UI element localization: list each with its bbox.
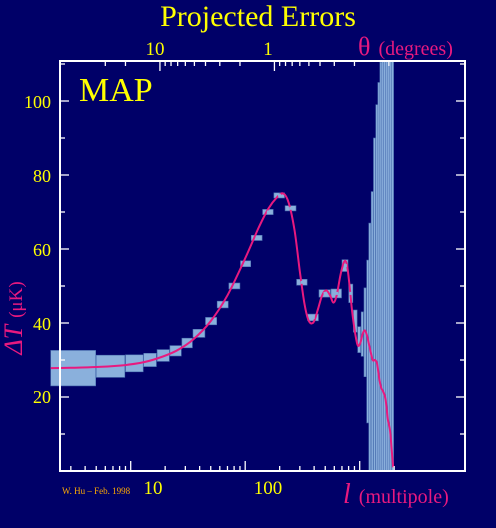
- y-tick-labels: 20 40 60 80 100: [24, 92, 51, 407]
- curve-marker-series: [244, 193, 353, 319]
- curve-marker: [266, 210, 270, 214]
- curve-marker: [289, 206, 293, 210]
- error-box: [375, 104, 379, 472]
- y-tick-label: 80: [33, 166, 51, 186]
- curve-marker: [335, 291, 338, 295]
- theory-curve: [50, 192, 395, 468]
- theta-symbol: θ: [358, 32, 370, 61]
- error-box: [370, 191, 374, 472]
- y-axis-label: ΔT (μK): [0, 281, 28, 355]
- x-tick-labels: 10 100: [144, 478, 283, 499]
- top-x-tick-label: 10: [146, 39, 165, 60]
- chart-title: Projected Errors: [160, 0, 356, 33]
- error-box: [373, 137, 376, 472]
- y-tick-label: 60: [33, 240, 51, 260]
- x-tick-label: 100: [254, 478, 283, 499]
- credit-label: W. Hu – Feb. 1998: [62, 486, 131, 496]
- axis-ticks: [60, 61, 465, 471]
- error-box: [391, 60, 394, 472]
- x-tick-label: 10: [144, 478, 163, 499]
- y-tick-label: 100: [24, 92, 51, 112]
- curve-marker: [300, 280, 304, 284]
- top-x-tick-label: 1: [263, 39, 273, 60]
- curve-marker: [343, 264, 347, 268]
- delta-t-symbol: ΔT: [0, 323, 28, 355]
- curve-marker: [311, 315, 315, 319]
- error-box: [383, 60, 387, 472]
- top-axis-unit: (degrees): [378, 38, 452, 60]
- curve-marker: [349, 291, 353, 295]
- top-x-tick-labels: 10 1: [146, 39, 273, 60]
- y-axis-unit: (μK): [6, 281, 27, 318]
- panel-label: MAP: [79, 72, 153, 109]
- x-axis-label: l (multipole): [343, 479, 449, 510]
- curve-marker: [255, 236, 259, 240]
- l-symbol: l: [343, 479, 351, 510]
- top-axis-label: θ (degrees): [358, 32, 453, 61]
- y-tick-label: 20: [33, 387, 51, 407]
- x-axis-unit: (multipole): [359, 486, 449, 508]
- curve-marker: [278, 193, 281, 197]
- y-tick-label: 40: [33, 314, 51, 334]
- error-box: [357, 326, 361, 353]
- curve-marker: [244, 262, 248, 266]
- curve-marker: [323, 291, 327, 295]
- plot-frame: [59, 60, 466, 472]
